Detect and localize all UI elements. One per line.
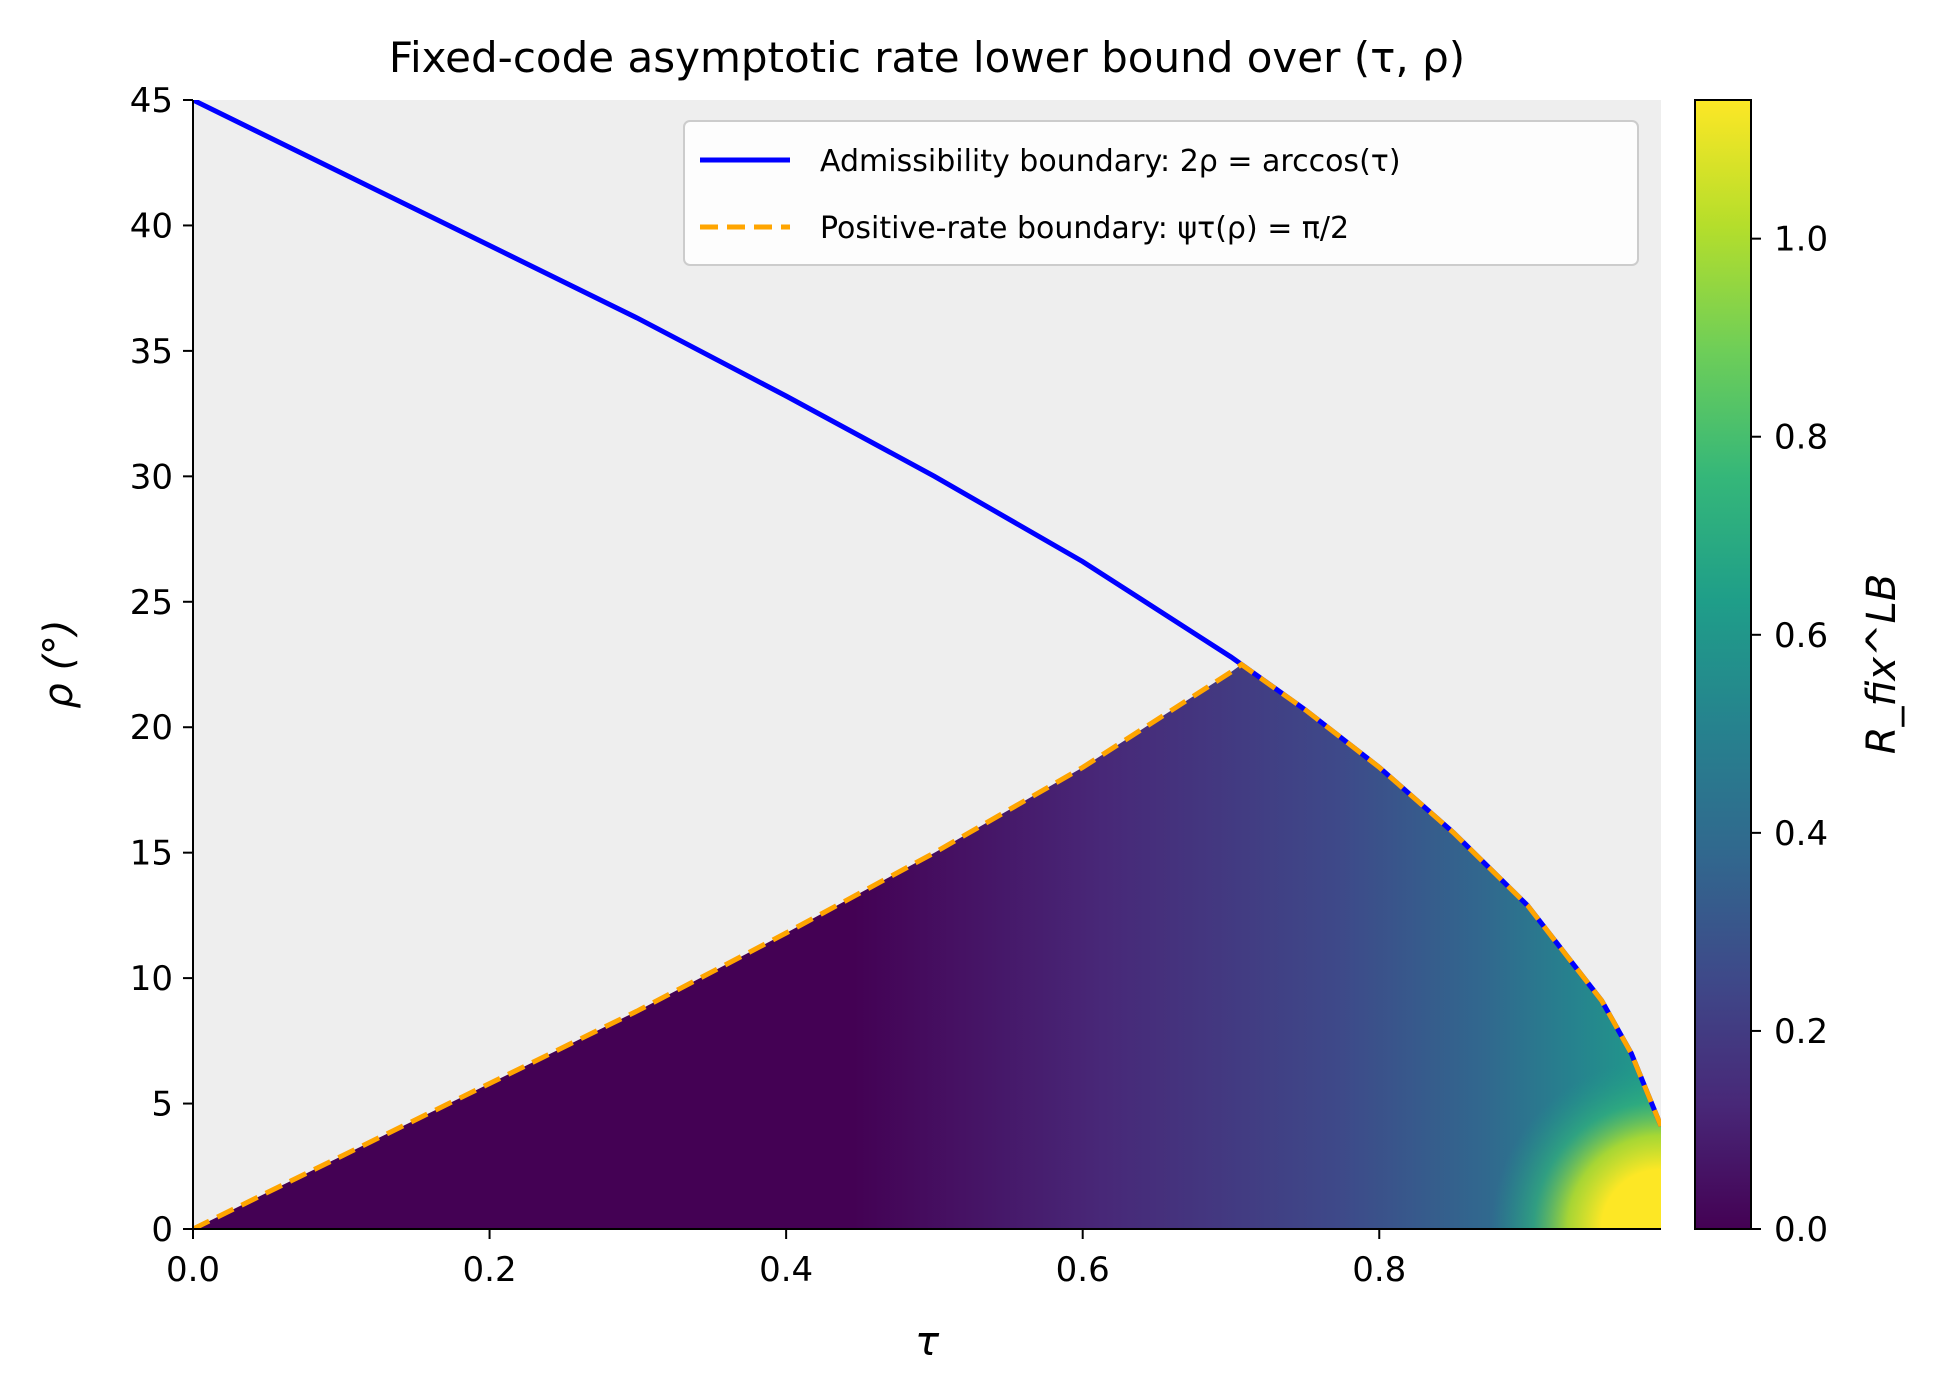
- y-tick-label: 10: [130, 959, 173, 999]
- y-tick-label: 20: [130, 708, 173, 748]
- y-tick-label: 40: [130, 206, 173, 246]
- y-tick-label: 15: [130, 834, 173, 874]
- y-axis-label: ρ (°): [36, 619, 82, 708]
- chart-title: Fixed-code asymptotic rate lower bound o…: [389, 33, 1465, 82]
- y-tick-label: 5: [151, 1085, 173, 1125]
- positive-rate-boundary-line: [193, 661, 1661, 1229]
- y-tick-label: 30: [130, 457, 173, 497]
- x-axis-label: τ: [915, 1319, 940, 1365]
- x-ticks: 0.0 0.2 0.4 0.6 0.8: [166, 1229, 1406, 1290]
- colorbar: 0.0 0.2 0.4 0.6 0.8 1.0 R_fix^LB: [1694, 99, 1905, 1250]
- x-tick-label: 0.2: [463, 1250, 517, 1290]
- colorbar-tick-label: 0.6: [1774, 616, 1828, 656]
- colorbar-tick-label: 0.2: [1774, 1012, 1828, 1052]
- colorbar-tick-label: 1.0: [1774, 220, 1828, 260]
- admissibility-boundary-line: [193, 100, 1661, 1128]
- legend-label-admissibility: Admissibility boundary: 2ρ = arccos(τ): [820, 144, 1401, 179]
- legend-box: [683, 120, 1639, 266]
- colorbar-ticks: 0.0 0.2 0.4 0.6 0.8 1.0: [1751, 220, 1828, 1250]
- colorbar-tick-label: 0.0: [1774, 1210, 1828, 1250]
- colorbar-tick-label: 0.4: [1774, 814, 1828, 854]
- x-tick-label: 0.0: [166, 1250, 220, 1290]
- colorbar-tick-label: 0.8: [1774, 418, 1828, 458]
- x-tick-label: 0.8: [1352, 1250, 1406, 1290]
- heatmap-hot-corner: [193, 664, 1661, 1229]
- heatmap: [193, 664, 1661, 1229]
- y-tick-label: 25: [130, 583, 173, 623]
- colorbar-label: R_fix^LB: [1859, 574, 1905, 755]
- legend: Admissibility boundary: 2ρ = arccos(τ) P…: [683, 120, 1639, 266]
- colorbar-gradient: [1694, 99, 1752, 1230]
- x-tick-label: 0.4: [759, 1250, 813, 1290]
- y-tick-label: 35: [130, 332, 173, 372]
- y-ticks: 0 5 10 15 20 25 30 35 40 45: [130, 81, 193, 1250]
- y-tick-label: 0: [151, 1210, 173, 1250]
- legend-label-positive-rate: Positive-rate boundary: ψτ(ρ) = π/2: [820, 211, 1349, 246]
- series-lines: [193, 100, 1661, 1229]
- y-tick-label: 45: [130, 81, 173, 121]
- x-tick-label: 0.6: [1056, 1250, 1110, 1290]
